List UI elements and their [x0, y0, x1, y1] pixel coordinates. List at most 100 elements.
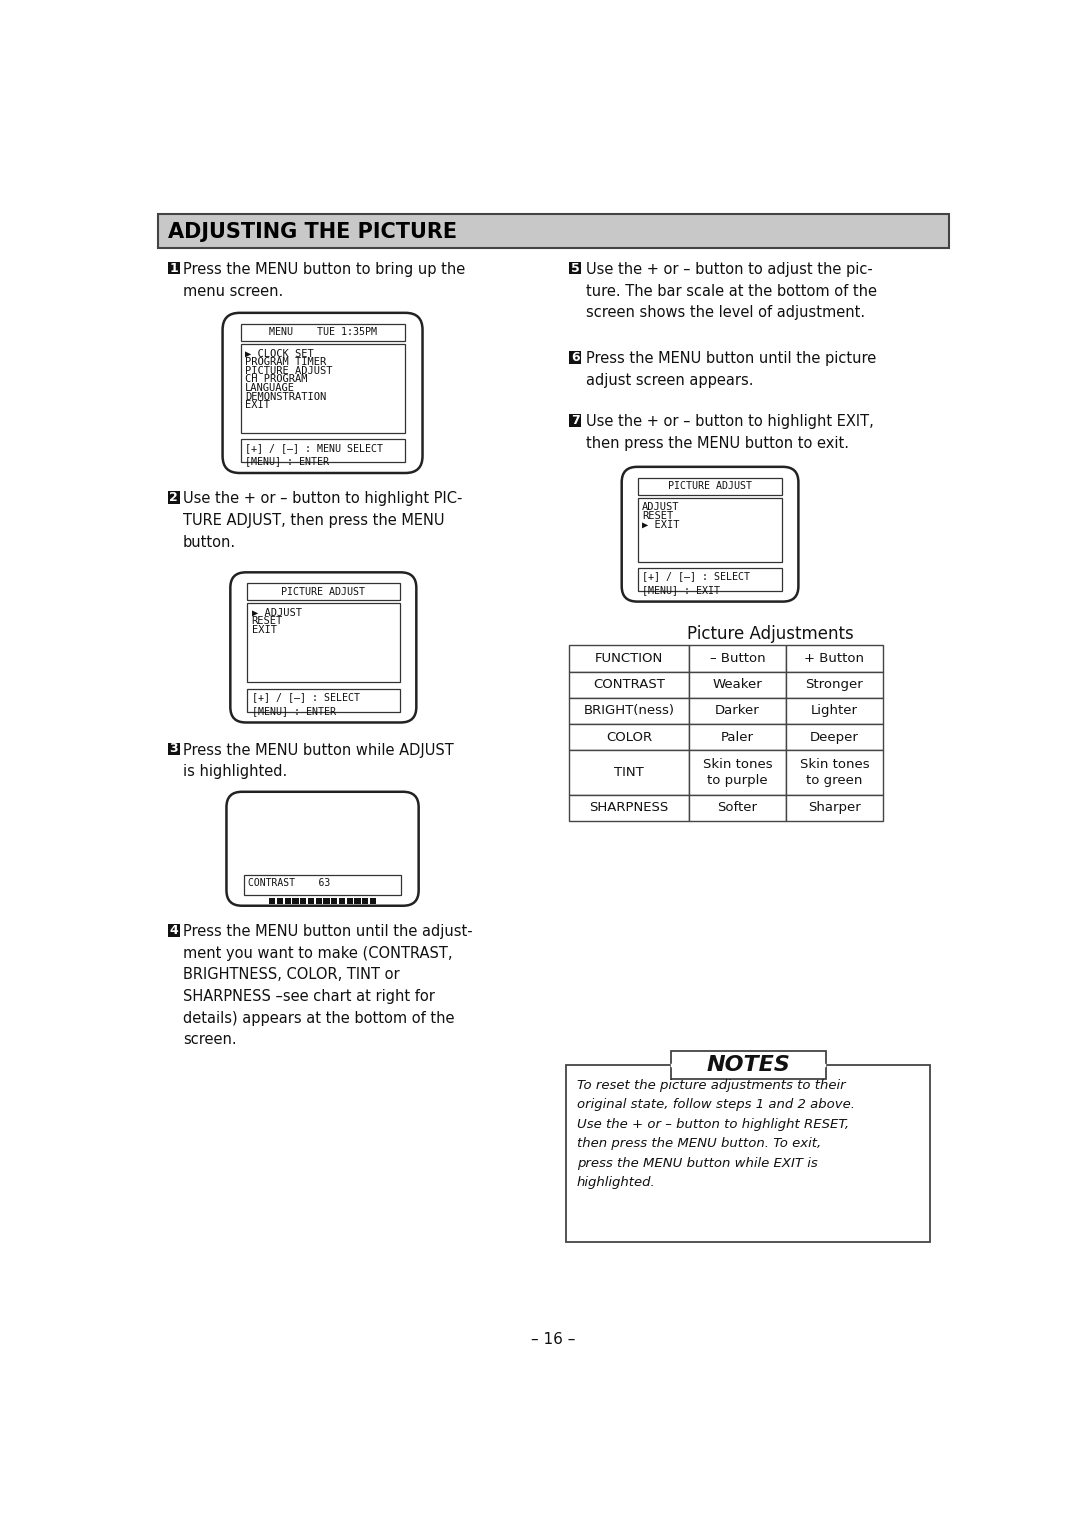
- Text: 6: 6: [571, 352, 580, 364]
- Text: FUNCTION: FUNCTION: [595, 651, 663, 665]
- Bar: [362, 898, 368, 904]
- Bar: [241, 324, 405, 341]
- FancyBboxPatch shape: [622, 466, 798, 601]
- Bar: [786, 795, 882, 821]
- Bar: [689, 725, 786, 751]
- Text: ▶ ADJUST: ▶ ADJUST: [252, 607, 301, 618]
- Bar: [786, 725, 882, 751]
- Text: CONTRAST: CONTRAST: [593, 679, 665, 691]
- Bar: [244, 875, 402, 894]
- Bar: [315, 898, 322, 904]
- Text: Skin tones
to green: Skin tones to green: [799, 758, 869, 787]
- Bar: [786, 645, 882, 671]
- Text: Weaker: Weaker: [713, 679, 762, 691]
- Bar: [569, 261, 581, 274]
- Text: MENU    TUE 1:35PM: MENU TUE 1:35PM: [269, 327, 377, 336]
- Bar: [308, 898, 314, 904]
- Text: 3: 3: [170, 742, 178, 755]
- Text: LANGUAGE: LANGUAGE: [245, 384, 295, 393]
- Text: EXIT: EXIT: [245, 401, 270, 410]
- Bar: [276, 898, 283, 904]
- Text: Press the MENU button to bring up the
menu screen.: Press the MENU button to bring up the me…: [183, 261, 465, 298]
- Bar: [689, 645, 786, 671]
- Text: [+] / [–] : MENU SELECT
[MENU] : ENTER: [+] / [–] : MENU SELECT [MENU] : ENTER: [245, 443, 383, 466]
- Text: Darker: Darker: [715, 705, 760, 717]
- Bar: [637, 477, 783, 494]
- Text: 1: 1: [170, 261, 178, 275]
- Bar: [689, 751, 786, 795]
- Text: Use the + or – button to adjust the pic-
ture. The bar scale at the bottom of th: Use the + or – button to adjust the pic-…: [586, 261, 877, 320]
- Text: Lighter: Lighter: [811, 705, 858, 717]
- Bar: [293, 898, 298, 904]
- Bar: [354, 898, 361, 904]
- Bar: [569, 671, 689, 697]
- Bar: [637, 497, 783, 561]
- FancyBboxPatch shape: [230, 572, 416, 723]
- Text: SHARPNESS: SHARPNESS: [590, 801, 669, 815]
- Text: Sharper: Sharper: [808, 801, 861, 815]
- Text: PICTURE ADJUST: PICTURE ADJUST: [245, 365, 333, 376]
- Text: RESET: RESET: [252, 616, 283, 627]
- Text: COLOR: COLOR: [606, 731, 652, 743]
- Bar: [689, 697, 786, 725]
- Bar: [566, 1066, 930, 1242]
- Bar: [569, 645, 689, 671]
- Text: Press the MENU button until the adjust-
ment you want to make (CONTRAST,
BRIGHTN: Press the MENU button until the adjust- …: [183, 924, 473, 1047]
- Bar: [241, 344, 405, 433]
- Bar: [167, 491, 180, 503]
- Text: NOTES: NOTES: [706, 1055, 789, 1075]
- Bar: [786, 697, 882, 725]
- Text: TINT: TINT: [615, 766, 644, 780]
- Text: Press the MENU button until the picture
adjust screen appears.: Press the MENU button until the picture …: [586, 352, 876, 388]
- Bar: [786, 671, 882, 697]
- Text: Deeper: Deeper: [810, 731, 859, 743]
- Bar: [569, 751, 689, 795]
- Bar: [569, 725, 689, 751]
- Bar: [269, 898, 275, 904]
- Bar: [247, 583, 400, 599]
- Text: ADJUSTING THE PICTURE: ADJUSTING THE PICTURE: [167, 222, 457, 242]
- Bar: [689, 795, 786, 821]
- Bar: [300, 898, 307, 904]
- Bar: [323, 898, 329, 904]
- Text: To reset the picture adjustments to their
original state, follow steps 1 and 2 a: To reset the picture adjustments to thei…: [577, 1079, 854, 1190]
- Bar: [347, 898, 353, 904]
- Bar: [569, 795, 689, 821]
- FancyBboxPatch shape: [227, 792, 419, 905]
- Text: 7: 7: [571, 414, 580, 427]
- Text: Press the MENU button while ADJUST
is highlighted.: Press the MENU button while ADJUST is hi…: [183, 743, 454, 780]
- Text: 5: 5: [571, 261, 580, 275]
- Bar: [671, 1052, 825, 1079]
- Bar: [569, 352, 581, 364]
- Text: EXIT: EXIT: [252, 625, 276, 635]
- Text: ▶ CLOCK SET: ▶ CLOCK SET: [245, 349, 314, 358]
- Text: Paler: Paler: [721, 731, 754, 743]
- Bar: [247, 602, 400, 682]
- Text: CONTRAST    63: CONTRAST 63: [248, 878, 330, 888]
- Bar: [569, 414, 581, 427]
- Text: DEMONSTRATION: DEMONSTRATION: [245, 391, 326, 402]
- Text: 2: 2: [170, 491, 178, 505]
- Text: PROGRAM TIMER: PROGRAM TIMER: [245, 356, 326, 367]
- Text: ADJUST: ADJUST: [643, 502, 679, 512]
- Text: BRIGHT(ness): BRIGHT(ness): [583, 705, 675, 717]
- Text: [+] / [–] : SELECT
[MENU] : EXIT: [+] / [–] : SELECT [MENU] : EXIT: [643, 572, 751, 595]
- Bar: [247, 688, 400, 711]
- Text: Picture Adjustments: Picture Adjustments: [687, 625, 854, 642]
- Bar: [569, 697, 689, 725]
- Bar: [689, 671, 786, 697]
- Bar: [637, 567, 783, 590]
- Text: PICTURE ADJUST: PICTURE ADJUST: [669, 482, 752, 491]
- Bar: [369, 898, 376, 904]
- Text: RESET: RESET: [643, 511, 674, 521]
- Text: Use the + or – button to highlight EXIT,
then press the MENU button to exit.: Use the + or – button to highlight EXIT,…: [586, 414, 874, 451]
- Text: Softer: Softer: [717, 801, 757, 815]
- Bar: [284, 898, 291, 904]
- Text: Use the + or – button to highlight PIC-
TURE ADJUST, then press the MENU
button.: Use the + or – button to highlight PIC- …: [183, 491, 462, 550]
- Bar: [167, 924, 180, 937]
- Text: Skin tones
to purple: Skin tones to purple: [703, 758, 772, 787]
- Text: 4: 4: [170, 924, 178, 937]
- Text: CH PROGRAM: CH PROGRAM: [245, 375, 308, 384]
- FancyBboxPatch shape: [222, 313, 422, 472]
- Bar: [241, 439, 405, 462]
